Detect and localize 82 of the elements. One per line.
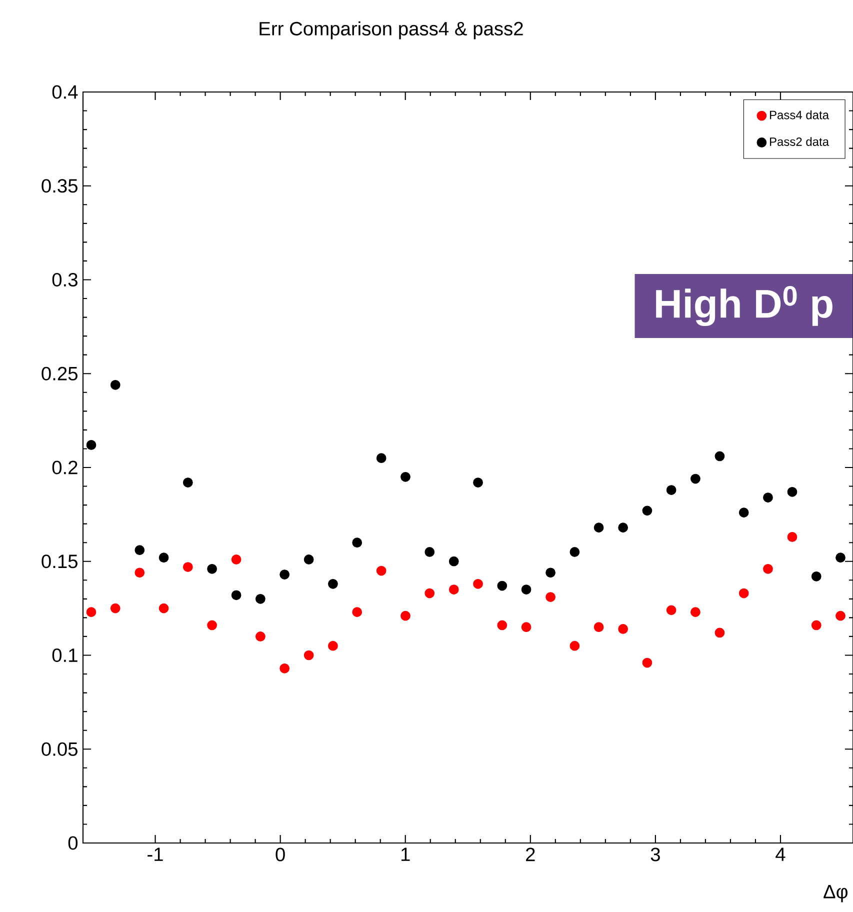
point <box>352 607 362 617</box>
point <box>594 522 604 533</box>
point <box>400 610 410 621</box>
x-tick-label: 4 <box>776 848 786 861</box>
y-tick-label: 0.2 <box>52 460 78 474</box>
point <box>448 584 459 594</box>
point <box>304 650 314 660</box>
point <box>642 506 652 516</box>
point <box>811 620 822 630</box>
point <box>207 620 217 630</box>
point <box>182 562 193 572</box>
point <box>763 492 773 502</box>
y-tick-label: 0.15 <box>42 554 78 568</box>
point <box>110 603 120 614</box>
point <box>207 564 217 574</box>
point <box>497 580 508 591</box>
point <box>304 554 314 564</box>
point <box>763 564 773 574</box>
point <box>618 522 628 533</box>
point <box>256 594 266 604</box>
chart-title: Err Comparison pass4 & pass2 <box>260 21 523 40</box>
point <box>110 380 120 390</box>
x-tick-label: 0 <box>276 848 285 862</box>
point <box>738 588 749 598</box>
point <box>158 552 169 563</box>
point <box>86 607 96 617</box>
point <box>714 451 725 462</box>
point <box>570 547 580 557</box>
point <box>328 578 338 589</box>
y-tick-label: 0.3 <box>52 272 78 287</box>
point <box>256 632 266 642</box>
x-tick-label: 2 <box>526 848 535 862</box>
point <box>618 624 628 634</box>
y-tick-label: 0.35 <box>42 179 78 193</box>
y-tick-label: 0.25 <box>42 366 78 380</box>
point <box>521 584 532 594</box>
point <box>521 622 532 632</box>
point <box>787 486 798 497</box>
point <box>448 556 459 566</box>
point <box>231 554 242 564</box>
point <box>570 640 580 651</box>
point <box>473 578 483 589</box>
y-tick-label: 0.05 <box>42 742 78 756</box>
point <box>424 588 435 598</box>
x-tick-label: 1 <box>401 848 410 861</box>
point <box>328 640 338 651</box>
point <box>86 440 96 450</box>
point <box>376 566 386 576</box>
x-axis-title: Δφ <box>824 885 848 902</box>
point <box>182 478 193 488</box>
point <box>811 571 822 582</box>
y-tick-label: 0.4 <box>52 85 78 99</box>
point <box>546 592 556 602</box>
y-tick-label: 0 <box>68 836 78 850</box>
point <box>666 485 676 495</box>
legend-label: Pass4 data <box>770 110 830 120</box>
point <box>400 472 410 482</box>
x-tick-label: 3 <box>650 848 660 862</box>
point <box>473 478 483 488</box>
x-tick-label: -1 <box>148 848 163 861</box>
point <box>134 545 145 556</box>
text: High D$^{0}$ p <box>656 286 832 326</box>
point <box>714 628 725 638</box>
point <box>424 547 435 557</box>
point <box>787 532 798 542</box>
point <box>642 658 652 668</box>
point <box>594 622 604 632</box>
point <box>690 474 700 484</box>
point <box>376 453 386 464</box>
y-tick-label: 0.1 <box>52 648 78 662</box>
point <box>280 570 290 580</box>
point <box>352 538 362 548</box>
legend-label: Pass2 data <box>770 137 830 146</box>
point <box>231 590 242 600</box>
point <box>497 620 508 630</box>
point <box>738 508 749 518</box>
point <box>134 568 145 578</box>
point <box>666 605 676 616</box>
point <box>158 603 169 614</box>
point <box>690 607 700 617</box>
point <box>280 663 290 674</box>
point <box>546 568 556 578</box>
